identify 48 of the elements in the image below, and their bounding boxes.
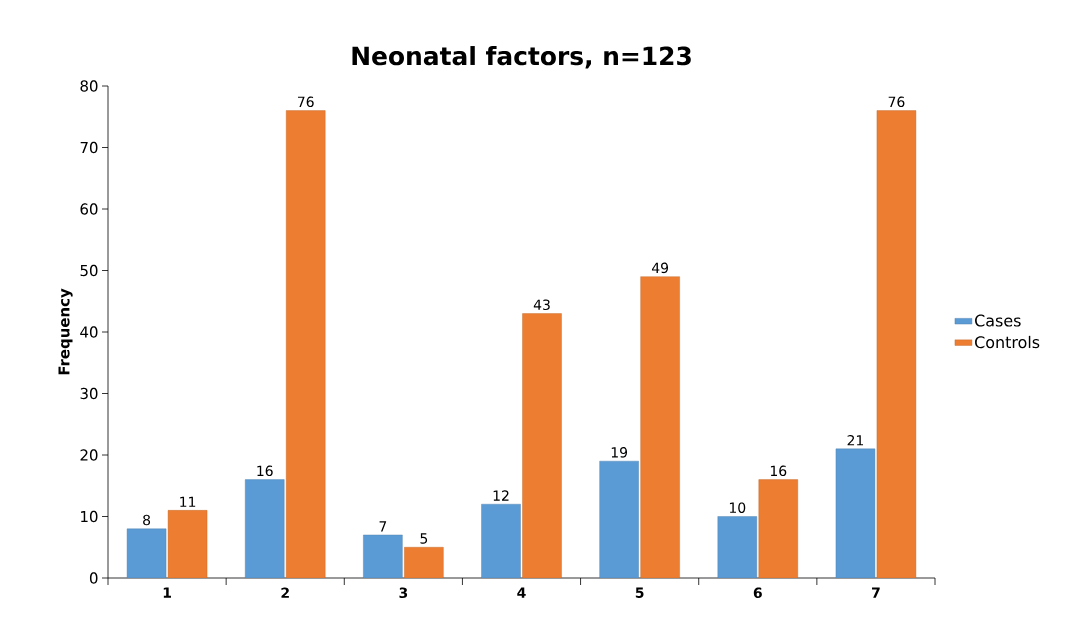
y-tick-label: 60 bbox=[80, 203, 98, 215]
data-label: 43 bbox=[533, 299, 550, 311]
data-label: 76 bbox=[297, 96, 314, 108]
chart-title: Neonatal factors, n=123 bbox=[352, 46, 691, 69]
y-tick-label: 10 bbox=[81, 510, 98, 523]
bar bbox=[481, 504, 521, 578]
y-tick-label: 50 bbox=[80, 264, 98, 277]
legend-label: Controls bbox=[975, 335, 1040, 349]
y-tick-label: 30 bbox=[80, 387, 98, 400]
y-tick-label: 20 bbox=[80, 449, 98, 461]
data-label: 8 bbox=[143, 514, 151, 526]
bar bbox=[717, 516, 757, 578]
bar bbox=[167, 510, 208, 578]
x-tick-label: 5 bbox=[635, 587, 644, 598]
bar bbox=[876, 110, 917, 578]
data-label: 10 bbox=[729, 502, 746, 513]
data-label: 12 bbox=[493, 490, 509, 501]
bar bbox=[599, 460, 639, 578]
bar bbox=[758, 479, 798, 578]
data-label: 76 bbox=[888, 96, 905, 108]
y-tick-label: 70 bbox=[80, 141, 98, 154]
legend-label: Cases bbox=[975, 314, 1021, 327]
bar bbox=[640, 276, 680, 578]
x-tick-label: 7 bbox=[872, 587, 880, 598]
bar bbox=[522, 313, 562, 578]
y-tick-label: 80 bbox=[80, 80, 98, 92]
bar bbox=[363, 534, 403, 578]
x-tick-label: 3 bbox=[399, 587, 408, 599]
data-label: 19 bbox=[611, 447, 628, 458]
bar bbox=[286, 110, 326, 578]
data-label: 21 bbox=[847, 434, 864, 446]
x-tick-label: 6 bbox=[753, 587, 762, 599]
bar bbox=[835, 448, 876, 578]
data-label: 11 bbox=[180, 496, 196, 507]
data-label: 7 bbox=[379, 521, 387, 532]
bar bbox=[245, 479, 285, 578]
y-axis-title: Frequency bbox=[58, 288, 73, 375]
x-tick-label: 4 bbox=[517, 587, 526, 598]
y-tick-label: 0 bbox=[89, 572, 98, 584]
data-label: 5 bbox=[420, 533, 428, 544]
x-tick-label: 2 bbox=[281, 587, 289, 598]
bar bbox=[404, 547, 444, 578]
x-tick-label: 1 bbox=[163, 587, 171, 598]
bar bbox=[126, 528, 167, 578]
data-label: 16 bbox=[257, 465, 273, 477]
data-label: 49 bbox=[651, 262, 669, 274]
y-tick-label: 40 bbox=[80, 326, 98, 338]
data-label: 16 bbox=[770, 465, 787, 477]
